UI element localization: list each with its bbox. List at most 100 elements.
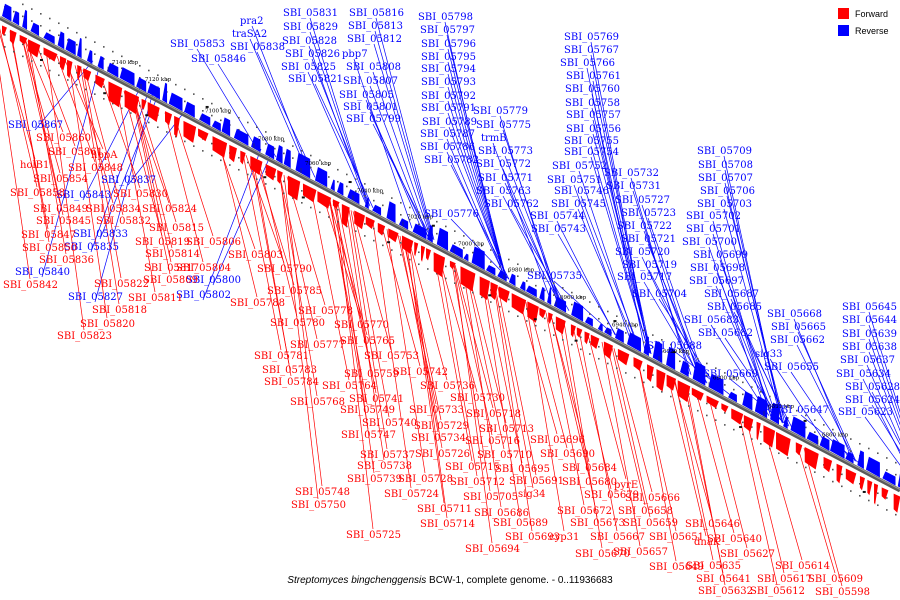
track-dot <box>166 131 168 133</box>
leader-line <box>82 69 122 279</box>
gene-label: SBI_05786 <box>420 142 475 153</box>
track-dot <box>193 145 195 147</box>
gene-label: SBI_05808 <box>346 62 401 73</box>
gene-label: SBI_05789 <box>422 117 477 128</box>
leader-line <box>708 398 748 549</box>
track-dot <box>283 180 285 183</box>
gene-label: SBI_05817 <box>144 263 199 274</box>
gene-label: SBI_05657 <box>613 547 668 558</box>
track-dot <box>409 218 411 221</box>
track-dot <box>292 197 294 199</box>
track-dot <box>742 381 744 384</box>
gene-arrow <box>731 408 744 425</box>
track-dot <box>832 468 834 471</box>
gene-label: SBI_05647 <box>774 405 829 416</box>
tick-label: 7140 kbp <box>112 60 139 66</box>
leader-line <box>36 45 76 147</box>
genome-backbone <box>0 16 900 493</box>
track-dot <box>409 206 411 209</box>
gene-label: SBI_05646 <box>685 519 740 530</box>
leader-line <box>132 95 172 263</box>
track-dot <box>310 154 312 157</box>
track-dot <box>445 225 447 228</box>
track-dot <box>643 341 645 344</box>
gene-label: SBI_05822 <box>94 279 149 290</box>
track-dot <box>256 126 258 128</box>
track-dot <box>130 112 132 114</box>
track-dot <box>121 95 123 98</box>
leader-line <box>606 344 646 506</box>
gene-arrow <box>147 102 160 123</box>
gene-label: SBI_05779 <box>473 106 528 117</box>
gene-label: SBI_05655 <box>764 362 819 373</box>
leader-line <box>590 145 650 353</box>
gene-label: SBI_05731 <box>606 181 661 192</box>
leader-line <box>255 160 295 286</box>
track-dot <box>157 126 159 129</box>
gene-label: SBI_05617 <box>757 574 812 585</box>
gene-label: SBI_05782 <box>424 155 479 166</box>
track-dot <box>391 197 393 199</box>
gene-label: SBI_05696 <box>530 435 585 446</box>
leader-line <box>309 17 369 206</box>
leader-line <box>550 315 590 477</box>
gene-label: pra2 <box>240 16 264 27</box>
track-dot <box>220 159 222 162</box>
tick-label: 7020 kbp <box>407 215 434 221</box>
track-dot <box>544 317 546 320</box>
gene-label: SBI_05860 <box>36 133 91 144</box>
leader-line <box>719 259 779 421</box>
gene-arrow <box>67 59 73 79</box>
gene-arrow <box>539 287 545 302</box>
gene-label: SBI_05704 <box>632 289 687 300</box>
track-dot <box>526 268 528 270</box>
gene-arrow <box>184 101 195 118</box>
gene-arrow <box>337 181 344 196</box>
gene-label: SBI_05744 <box>530 211 585 222</box>
gene-arrow <box>790 416 806 439</box>
track-dot <box>823 436 825 438</box>
gene-arrow <box>490 282 498 301</box>
gene-label: SBI_05801 <box>343 102 398 113</box>
gene-label: SBI_05761 <box>566 71 621 82</box>
gene-arrow <box>314 166 328 188</box>
gene-arrow <box>742 391 753 411</box>
gene-arrow <box>706 395 719 409</box>
track-dot <box>238 128 240 131</box>
track-dot <box>787 405 789 407</box>
gene-label: SBI_05854 <box>33 174 88 185</box>
caption-organism: Streptomyces bingchenggensis <box>287 575 427 586</box>
backbone-highlight <box>0 16 900 490</box>
leader-line <box>545 312 585 506</box>
track-dot <box>247 161 249 164</box>
track-dot <box>598 317 600 320</box>
gene-label: SBI_05796 <box>421 39 476 50</box>
leader-line <box>796 444 836 574</box>
gene-label: SBI_05780 <box>270 318 325 329</box>
leader-line <box>667 376 707 537</box>
track-dot <box>742 393 744 396</box>
track-dot <box>238 168 240 171</box>
track-dot <box>364 195 366 197</box>
gene-arrow <box>584 331 590 345</box>
leader-line <box>447 100 507 278</box>
track-dot <box>886 469 888 471</box>
gene-label: SBI_05745 <box>551 199 606 210</box>
track-dot <box>598 357 600 360</box>
gene-arrow <box>386 201 396 224</box>
track-dot <box>544 329 546 332</box>
pseudogene-mark <box>862 490 866 493</box>
leader-line <box>528 303 568 449</box>
track-dot <box>364 183 366 185</box>
gene-arrow <box>539 307 547 319</box>
leader-line <box>716 272 776 420</box>
track-dot <box>409 258 411 261</box>
leader-line <box>196 48 256 147</box>
track-dot <box>805 414 807 417</box>
track-dot <box>805 466 807 469</box>
gene-arrow <box>823 456 833 473</box>
track-dot <box>193 93 195 95</box>
track-dot <box>130 60 132 62</box>
gene-label: SBI_05666 <box>625 493 680 504</box>
track-dot <box>607 362 609 365</box>
